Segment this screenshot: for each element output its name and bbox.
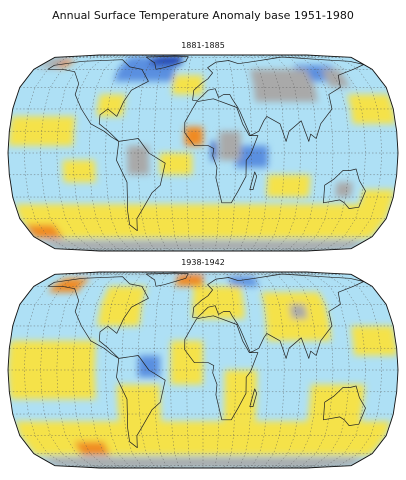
anomaly-patch: [148, 55, 187, 66]
meridian: [154, 55, 178, 251]
anomaly-layer: [8, 55, 396, 251]
meridian: [89, 272, 143, 468]
meridian: [24, 272, 108, 468]
anomaly-patch: [138, 355, 160, 378]
anomaly-patch: [15, 421, 391, 456]
meridian: [272, 55, 334, 251]
anomaly-patch: [62, 160, 96, 183]
anomaly-patch: [116, 384, 162, 429]
meridian: [246, 272, 285, 468]
anomaly-patch: [8, 340, 96, 400]
anomaly-patch: [36, 57, 72, 68]
meridian: [246, 55, 285, 251]
anomaly-patch: [184, 126, 203, 146]
map-body: [8, 55, 398, 251]
meridian: [237, 55, 269, 251]
anomaly-patch: [74, 441, 111, 456]
coastline: [145, 272, 189, 287]
coastline: [184, 315, 259, 421]
map-body: [8, 272, 398, 468]
anomaly-patch: [48, 278, 91, 293]
meridian: [298, 272, 382, 468]
anomaly-patch: [320, 69, 351, 88]
meridian: [228, 272, 252, 468]
coastline: [145, 55, 189, 70]
meridian: [298, 55, 382, 251]
anomaly-patch: [235, 145, 268, 168]
coastline: [323, 168, 366, 209]
coastline: [323, 385, 366, 426]
meridian: [263, 272, 317, 468]
meridian: [254, 55, 301, 251]
meridian: [289, 272, 366, 468]
anomaly-patch: [40, 457, 366, 468]
meridian: [56, 55, 126, 251]
coastline: [192, 56, 365, 142]
meridian: [121, 272, 160, 468]
coastline: [47, 59, 149, 142]
anomaly-patch: [306, 384, 365, 429]
meridian: [24, 55, 108, 251]
anomaly-patch: [174, 274, 203, 287]
anomaly-patch: [347, 94, 396, 124]
meridian: [72, 55, 134, 251]
meridian: [137, 55, 169, 251]
meridian: [237, 272, 269, 468]
meridian: [56, 272, 126, 468]
anomaly-patch: [97, 286, 147, 326]
meridian: [154, 272, 178, 468]
coastline: [116, 355, 166, 449]
anomaly-patch: [266, 174, 311, 197]
meridian: [280, 55, 350, 251]
meridian: [228, 55, 252, 251]
anomaly-patch: [223, 370, 258, 422]
coastline: [192, 273, 365, 359]
anomaly-patch: [250, 69, 318, 102]
meridian: [105, 272, 152, 468]
anomaly-patch: [24, 224, 65, 239]
map-panel: [7, 271, 399, 469]
meridian: [263, 55, 317, 251]
map-outline: [7, 271, 399, 469]
meridian: [280, 272, 350, 468]
anomaly-patch: [172, 75, 203, 95]
map-label: 1881-1885: [181, 41, 225, 50]
anomaly-patch: [192, 286, 245, 319]
meridian: [254, 272, 301, 468]
anomaly-layer: [8, 272, 398, 468]
anomaly-patch: [335, 182, 353, 197]
anomaly-patch: [219, 131, 241, 161]
anomaly-patch: [170, 340, 203, 385]
anomaly-patch: [44, 304, 81, 326]
coastline: [47, 276, 149, 359]
map-panel: [7, 54, 399, 252]
anomaly-patch: [289, 304, 308, 319]
coastline: [249, 388, 258, 407]
coastline: [249, 171, 258, 190]
anomaly-patch: [159, 153, 193, 175]
map-outline: [7, 54, 399, 252]
anomaly-patch: [96, 94, 126, 117]
figure-title: Annual Surface Temperature Anomaly base …: [52, 9, 354, 22]
meridian: [105, 55, 152, 251]
meridian: [289, 55, 366, 251]
meridian: [89, 55, 143, 251]
meridian: [72, 272, 134, 468]
coastline: [116, 138, 166, 232]
map-label: 1938-1942: [181, 258, 225, 267]
anomaly-patch: [351, 326, 398, 356]
meridian: [272, 272, 334, 468]
anomaly-patch: [40, 240, 366, 251]
meridian: [121, 55, 160, 251]
coastline: [184, 98, 259, 204]
anomaly-patch: [15, 204, 391, 239]
meridian: [137, 272, 169, 468]
